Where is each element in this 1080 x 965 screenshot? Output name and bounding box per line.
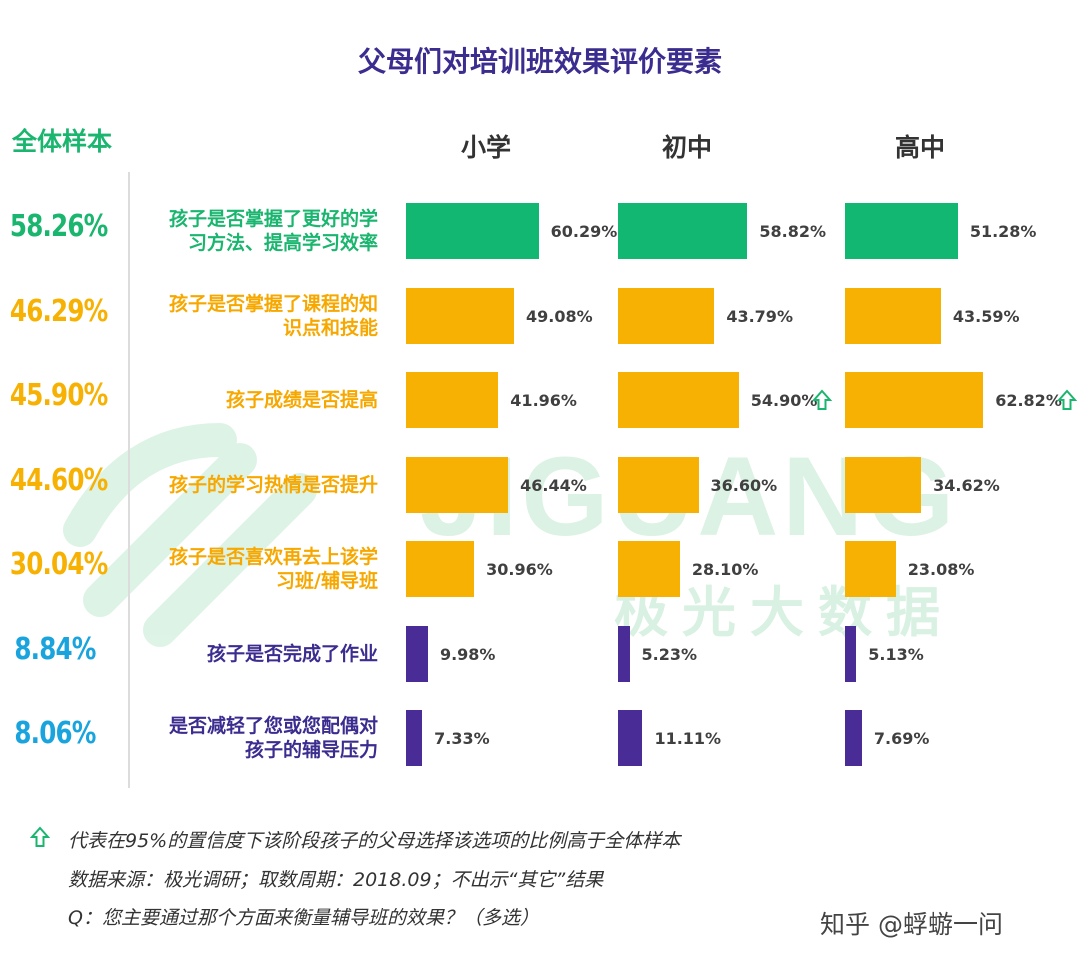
data-label: 43.59% bbox=[952, 306, 1020, 326]
row-label: 孩子是否掌握了更好的学 习方法、提高学习效率 bbox=[132, 207, 378, 255]
row-label-line: 孩子是否喜欢再去上该学 bbox=[168, 546, 378, 568]
bar bbox=[406, 372, 499, 428]
credit-text: 知乎 @蜉蝣一问 bbox=[820, 910, 1003, 939]
row-label-line: 孩子是否掌握了课程的知 bbox=[168, 292, 378, 315]
column-header-high: 高中 bbox=[894, 133, 945, 162]
footnote-source: 数据来源：极光调研；取数周期：2018.09；不出示“其它”结果 bbox=[68, 869, 604, 891]
data-label: 5.13% bbox=[868, 644, 924, 664]
data-label: 41.96% bbox=[510, 391, 577, 410]
row-label: 孩子是否掌握了课程的知 识点和技能 bbox=[132, 292, 378, 340]
row-label-line: 孩子的辅导压力 bbox=[244, 739, 378, 761]
data-label: 5.23% bbox=[641, 644, 698, 664]
bar bbox=[618, 203, 748, 259]
bar bbox=[618, 710, 643, 766]
divider-line bbox=[128, 172, 130, 788]
row-label-line: 识点和技能 bbox=[282, 316, 378, 339]
data-label: 58.82% bbox=[759, 222, 827, 241]
data-label: 7.69% bbox=[873, 729, 930, 748]
data-label: 60.29% bbox=[550, 222, 618, 241]
overall-value: 8.06% bbox=[14, 716, 96, 751]
bar bbox=[406, 625, 428, 682]
overall-value: 8.84% bbox=[14, 631, 96, 667]
data-label: 36.60% bbox=[710, 475, 778, 495]
jiguang-logo-icon bbox=[63, 423, 317, 647]
overall-sample-label: 全体样本 bbox=[12, 127, 113, 156]
bar bbox=[845, 372, 984, 428]
bar bbox=[845, 287, 941, 344]
row-label-line: 孩子是否完成了作业 bbox=[206, 642, 378, 665]
bar bbox=[618, 456, 699, 513]
bar bbox=[618, 372, 739, 428]
up-arrow-icon bbox=[30, 826, 50, 847]
overall-value: 46.29% bbox=[9, 293, 108, 329]
bar bbox=[618, 287, 715, 344]
footnote-question: Q：您主要通过那个方面来衡量辅导班的效果？（多选） bbox=[68, 907, 539, 929]
data-label: 28.10% bbox=[691, 560, 759, 579]
bar bbox=[845, 456, 922, 513]
bar bbox=[406, 541, 475, 597]
data-label: 49.08% bbox=[525, 306, 593, 326]
bar bbox=[845, 710, 862, 766]
data-label: 30.96% bbox=[486, 560, 553, 579]
row-label-line: 孩子是否掌握了更好的学 bbox=[168, 208, 378, 230]
bar bbox=[618, 541, 680, 597]
overall-value: 58.26% bbox=[9, 209, 108, 244]
overall-value: 30.04% bbox=[9, 547, 108, 582]
row-label-line: 习方法、提高学习效率 bbox=[187, 232, 378, 254]
overall-value: 44.60% bbox=[9, 462, 108, 498]
bar bbox=[406, 203, 539, 259]
row-label-line: 孩子的学习热情是否提升 bbox=[168, 473, 378, 496]
row-label-line: 是否减轻了您或您配偶对 bbox=[168, 715, 378, 737]
column-header-middle: 初中 bbox=[661, 133, 712, 162]
bar bbox=[406, 456, 509, 513]
data-label: 9.98% bbox=[439, 644, 496, 664]
row-label: 孩子成绩是否提高 bbox=[132, 388, 378, 412]
row-label-line: 习班/辅导班 bbox=[276, 570, 378, 592]
data-label: 23.08% bbox=[907, 560, 975, 579]
data-label: 43.79% bbox=[726, 306, 793, 326]
chart-title: 父母们对培训班效果评价要素 bbox=[357, 45, 722, 78]
data-label: 7.33% bbox=[434, 729, 490, 748]
bar bbox=[845, 541, 896, 597]
bar bbox=[406, 710, 423, 766]
data-label: 34.62% bbox=[933, 475, 1000, 495]
row-label: 孩子是否喜欢再去上该学 习班/辅导班 bbox=[132, 545, 378, 593]
data-label: 46.44% bbox=[520, 475, 587, 495]
bar bbox=[406, 287, 514, 344]
data-label: 62.82% bbox=[995, 391, 1062, 410]
data-label: 51.28% bbox=[969, 222, 1037, 241]
footnote-arrow-note: 代表在95%的置信度下该阶段孩子的父母选择该选项的比例高于全体样本 bbox=[68, 830, 681, 852]
data-label: 11.11% bbox=[654, 729, 722, 748]
up-arrow-icon bbox=[812, 389, 833, 410]
row-label: 孩子的学习热情是否提升 bbox=[132, 473, 378, 497]
bar bbox=[845, 625, 857, 682]
up-arrow-icon bbox=[1056, 389, 1077, 410]
bar bbox=[845, 203, 958, 259]
row-label: 是否减轻了您或您配偶对 孩子的辅导压力 bbox=[132, 714, 378, 762]
column-header-primary: 小学 bbox=[460, 133, 511, 162]
bar bbox=[618, 625, 630, 682]
overall-value: 45.90% bbox=[9, 378, 108, 413]
data-label: 54.90% bbox=[750, 391, 818, 410]
row-label-line: 孩子成绩是否提高 bbox=[225, 389, 378, 411]
row-label: 孩子是否完成了作业 bbox=[132, 642, 378, 666]
